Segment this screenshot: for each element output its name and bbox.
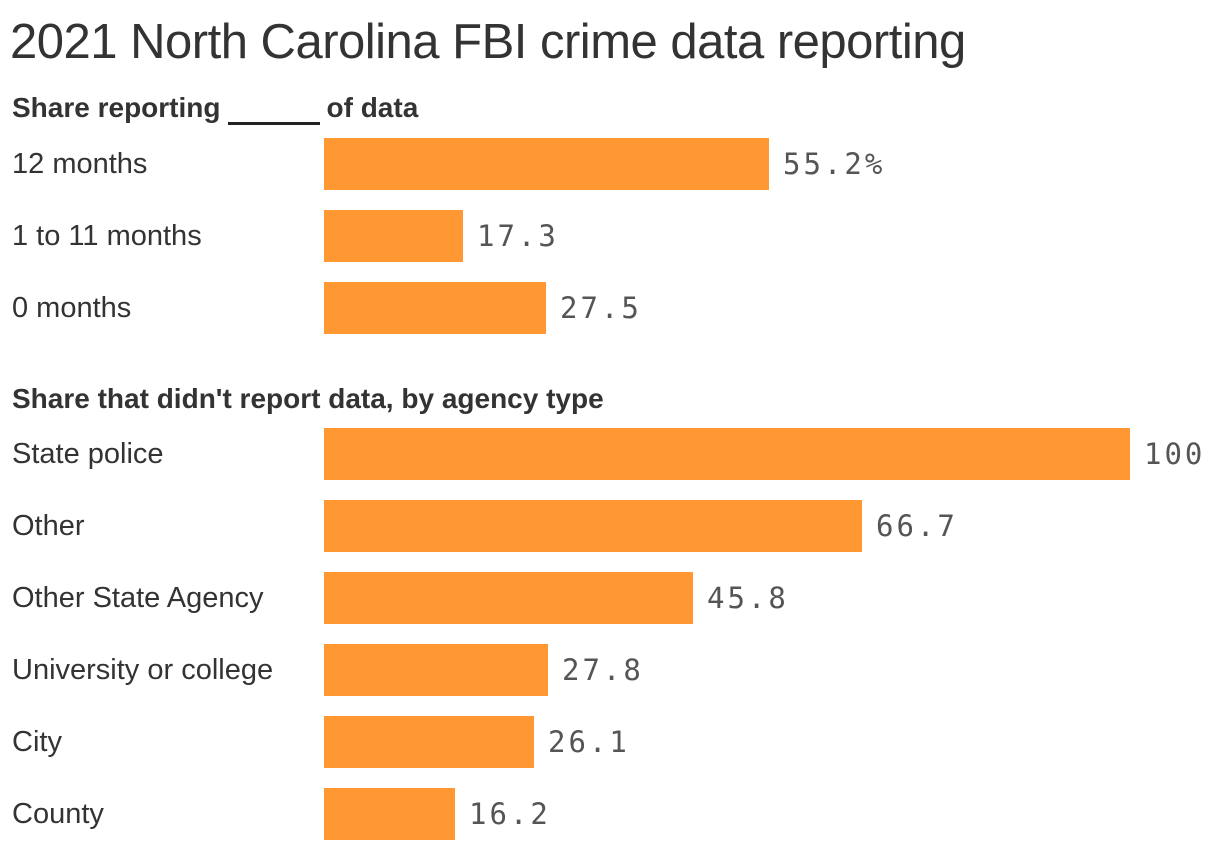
section-title-reporting: Share reporting of data <box>12 92 418 125</box>
value-label-12-months: 55.2% <box>783 147 886 181</box>
category-label-other-state-agency: Other State Agency <box>12 582 264 614</box>
bar-state-police <box>324 428 1130 480</box>
category-label-state-police: State police <box>12 438 164 470</box>
bar-0-months <box>324 282 546 334</box>
value-label-1-to-11-months: 17.3 <box>477 219 559 253</box>
section-title-suffix: of data <box>326 92 419 123</box>
bar-12-months <box>324 138 769 190</box>
category-label-county: County <box>12 798 104 830</box>
value-label-county: 16.2 <box>469 797 551 831</box>
bar-university-or-college <box>324 644 548 696</box>
value-label-other-state-agency: 45.8 <box>707 581 789 615</box>
bar-1-to-11-months <box>324 210 463 262</box>
category-label-other: Other <box>12 510 85 542</box>
value-label-0-months: 27.5 <box>560 291 642 325</box>
bar-other <box>324 500 862 552</box>
value-label-other: 66.7 <box>876 509 958 543</box>
section-title-prefix: Share reporting <box>12 92 221 123</box>
bar-county <box>324 788 455 840</box>
chart-title: 2021 North Carolina FBI crime data repor… <box>10 15 966 69</box>
category-label-city: City <box>12 726 62 758</box>
category-label-0-months: 0 months <box>12 292 132 324</box>
category-label-1-to-11-months: 1 to 11 months <box>12 220 202 252</box>
value-label-state-police: 100 <box>1144 437 1206 471</box>
value-label-city: 26.1 <box>548 725 630 759</box>
section-title-agency: Share that didn't report data, by agency… <box>12 383 604 414</box>
category-label-12-months: 12 months <box>12 148 148 180</box>
blank-line <box>228 122 321 125</box>
value-label-university-or-college: 27.8 <box>562 653 644 687</box>
category-label-university-or-college: University or college <box>12 654 274 686</box>
bar-other-state-agency <box>324 572 693 624</box>
bar-city <box>324 716 534 768</box>
